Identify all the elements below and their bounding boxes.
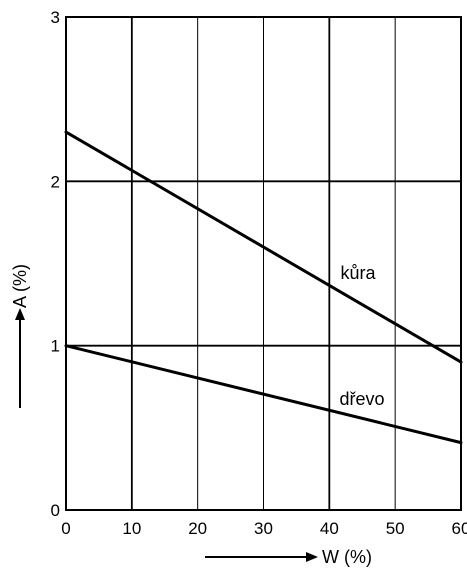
series-line-1 [64, 344, 463, 445]
x-tick-label: 40 [320, 519, 339, 538]
series-label: kůra [340, 263, 376, 283]
y-tick-label: 0 [51, 501, 60, 520]
x-axis-arrow [205, 552, 318, 562]
x-tick-label: 50 [386, 519, 405, 538]
grid [66, 17, 461, 510]
x-tick-label: 0 [61, 519, 70, 538]
y-axis-arrow [15, 308, 25, 408]
series-labels: kůra dřevo [339, 263, 384, 409]
x-tick-label: 60 [452, 519, 467, 538]
plot-frame [65, 16, 462, 511]
tick-labels: 0 10 20 30 40 50 60 0 1 2 3 [51, 8, 467, 538]
y-tick-label: 1 [51, 337, 60, 356]
y-tick-label: 3 [51, 8, 60, 27]
x-tick-label: 30 [254, 519, 273, 538]
series-line-0 [64, 130, 463, 364]
y-tick-label: 2 [51, 172, 60, 191]
x-axis-label: W (%) [322, 547, 372, 567]
y-axis-label: A (%) [10, 264, 30, 308]
series-label: dřevo [339, 389, 384, 409]
x-tick-label: 10 [122, 519, 141, 538]
series-layer [64, 130, 463, 445]
x-tick-label: 20 [188, 519, 207, 538]
